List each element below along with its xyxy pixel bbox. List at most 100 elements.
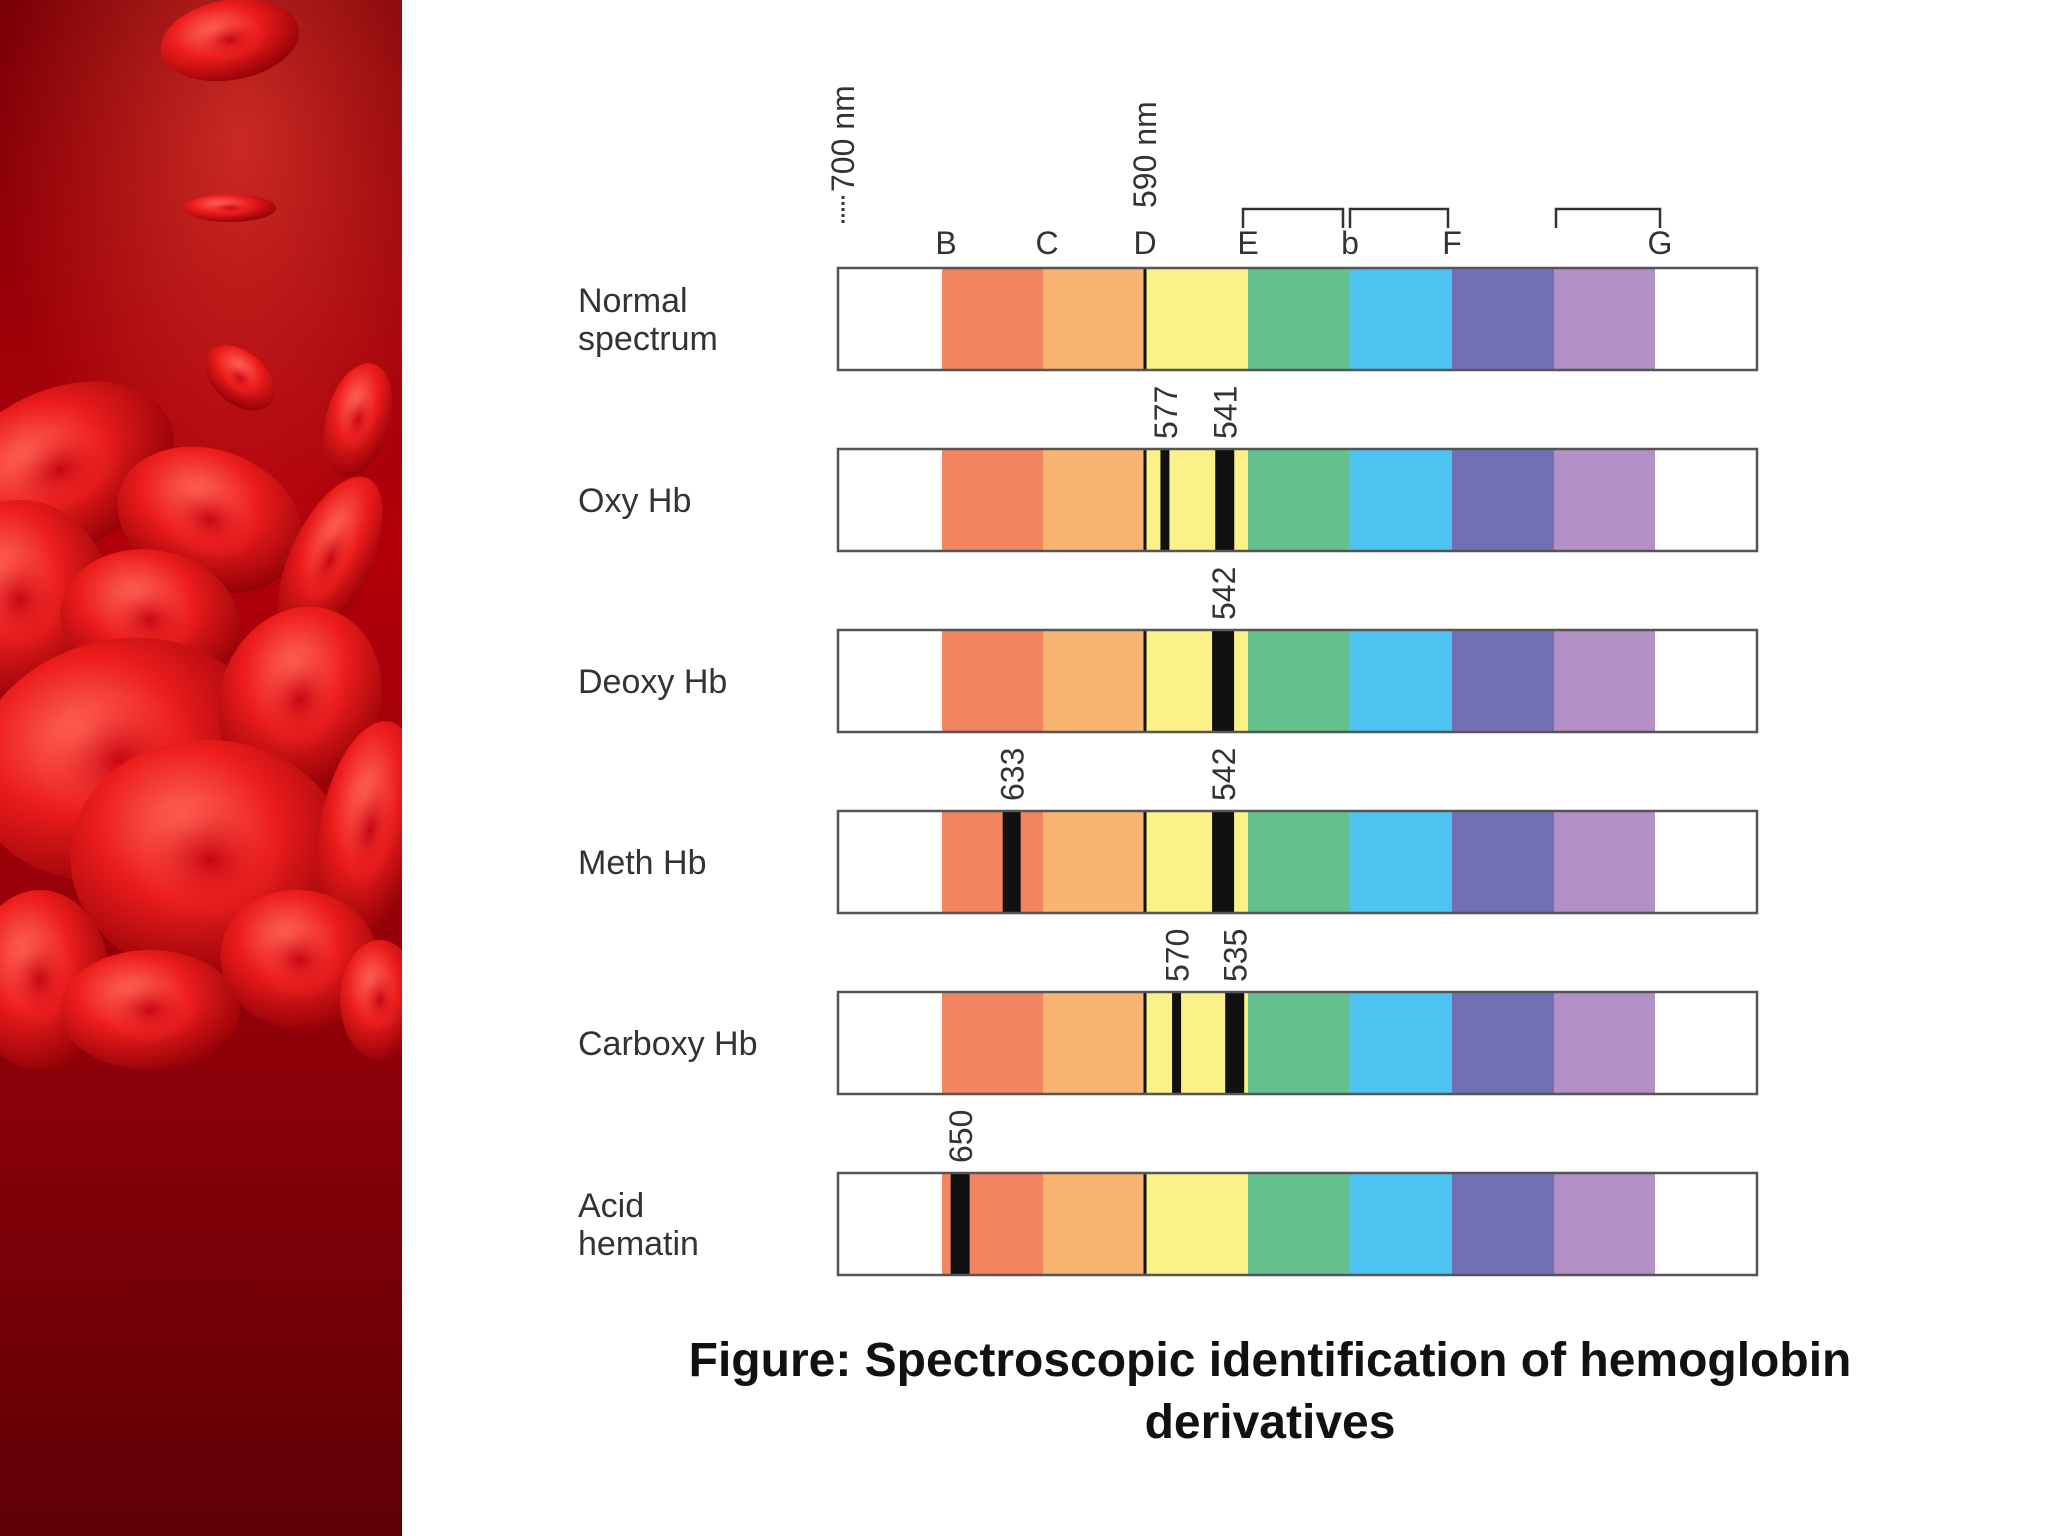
spectrum-segment [838,811,942,913]
spectrum-segment [1655,811,1757,913]
spectrum-segment [838,1173,942,1275]
row-label: hematin [578,1225,699,1263]
spectrum-segment [1554,1173,1655,1275]
scale-label: 700 nm [825,85,861,192]
spectrum-segment [942,449,1043,551]
spectrum-segment [838,449,942,551]
row-frame [836,628,1759,734]
spectrum-segment [1043,1173,1145,1275]
spectrum-segment [1452,268,1554,370]
spectrum-segment [1655,1173,1757,1275]
absorption-band [1212,811,1235,913]
blood-cell [117,446,303,594]
blood-cell [184,194,276,222]
blood-cell [160,0,300,82]
spectrum-segment [1248,811,1349,913]
absorption-band [1172,992,1182,1094]
scale-label: 590 nm [1127,101,1163,208]
spectrum-segment [1349,449,1452,551]
row-frame [836,266,1759,372]
spectrum-segment [1452,630,1554,732]
spectrum-segment [1043,992,1145,1094]
spectrum-segment [1655,268,1757,370]
band-wavelength-label: 542 [1206,748,1242,801]
blood-cell [60,950,240,1070]
spectrum-segment [1554,992,1655,1094]
absorption-band [1212,630,1235,732]
spectrum-segment [1655,992,1757,1094]
line-bracket [1554,207,1662,228]
row-frame [836,447,1759,553]
spectrum-segment [1349,268,1452,370]
blood-cell [205,345,275,411]
spectrum-segment [1248,268,1349,370]
spectrum-segment [1452,449,1554,551]
fraunhofer-letter: D [1133,225,1156,261]
spectrum-segment [1043,630,1145,732]
spectrum-segment [1349,1173,1452,1275]
spectrum-segment [1554,268,1655,370]
spectrum-row: Deoxy Hb 542 [578,567,1759,734]
blood-cell [317,721,402,939]
blood-cell [323,363,393,477]
absorption-band [1002,811,1021,913]
spectrum-row: Meth Hb 633 542 [578,748,1759,915]
band-wavelength-label: 541 [1208,386,1244,439]
spectrum-segment [1452,811,1554,913]
line-bracket [1348,207,1450,228]
fraunhofer-letter: G [1648,225,1673,261]
red-blood-cells-image [0,0,402,1536]
spectrum-segment [1349,630,1452,732]
absorption-band [950,1173,970,1275]
spectrum-segment [1655,449,1757,551]
row-frame [836,990,1759,1096]
band-wavelength-label: 542 [1206,567,1242,620]
spectrum-segment [1452,1173,1554,1275]
red-blood-cells-illustration [0,0,402,1536]
spectrum-segment [942,268,1043,370]
spectrum-segment [1145,268,1248,370]
absorption-band [1160,449,1170,551]
row-label: spectrum [578,320,718,358]
band-wavelength-label: 650 [943,1110,979,1163]
spectrum-segment [1043,449,1145,551]
spectrum-segment [1043,268,1145,370]
spectrum-segment [1655,630,1757,732]
fraunhofer-letter: b [1341,225,1359,261]
spectrum-row: Carboxy Hb 570 535 [578,929,1759,1096]
fraunhofer-letter: F [1442,225,1462,261]
blood-cell [340,940,402,1060]
spectrum-segment [1145,1173,1248,1275]
blood-cell [277,476,383,644]
band-wavelength-label: 535 [1218,929,1254,982]
spectrum-segment [1349,992,1452,1094]
absorption-band [1225,992,1245,1094]
line-bracket [1241,207,1345,228]
fraunhofer-letter: C [1035,225,1058,261]
row-label: Oxy Hb [578,482,691,520]
band-wavelength-label: 633 [995,748,1031,801]
row-frame [836,809,1759,915]
spectrum-segment [838,992,942,1094]
spectrum-segment [1554,449,1655,551]
spectrum-segment [1349,811,1452,913]
spectrum-segment [1043,811,1145,913]
row-label: Acid [578,1187,644,1225]
spectrum-segment [1554,811,1655,913]
blood-cell [220,889,380,1031]
spectrum-segment [942,811,1043,913]
spectrum-row: Oxy Hb 577 541 [578,386,1759,553]
row-label: Carboxy Hb [578,1025,758,1063]
row-label: Normal [578,282,688,320]
spectrum-segment [1554,630,1655,732]
row-frame [836,1171,1759,1277]
spectrum-segment [1248,630,1349,732]
band-wavelength-label: 577 [1148,386,1184,439]
spectrum-segment [1248,1173,1349,1275]
fraunhofer-letter: E [1237,225,1258,261]
spectrum-segment [942,630,1043,732]
